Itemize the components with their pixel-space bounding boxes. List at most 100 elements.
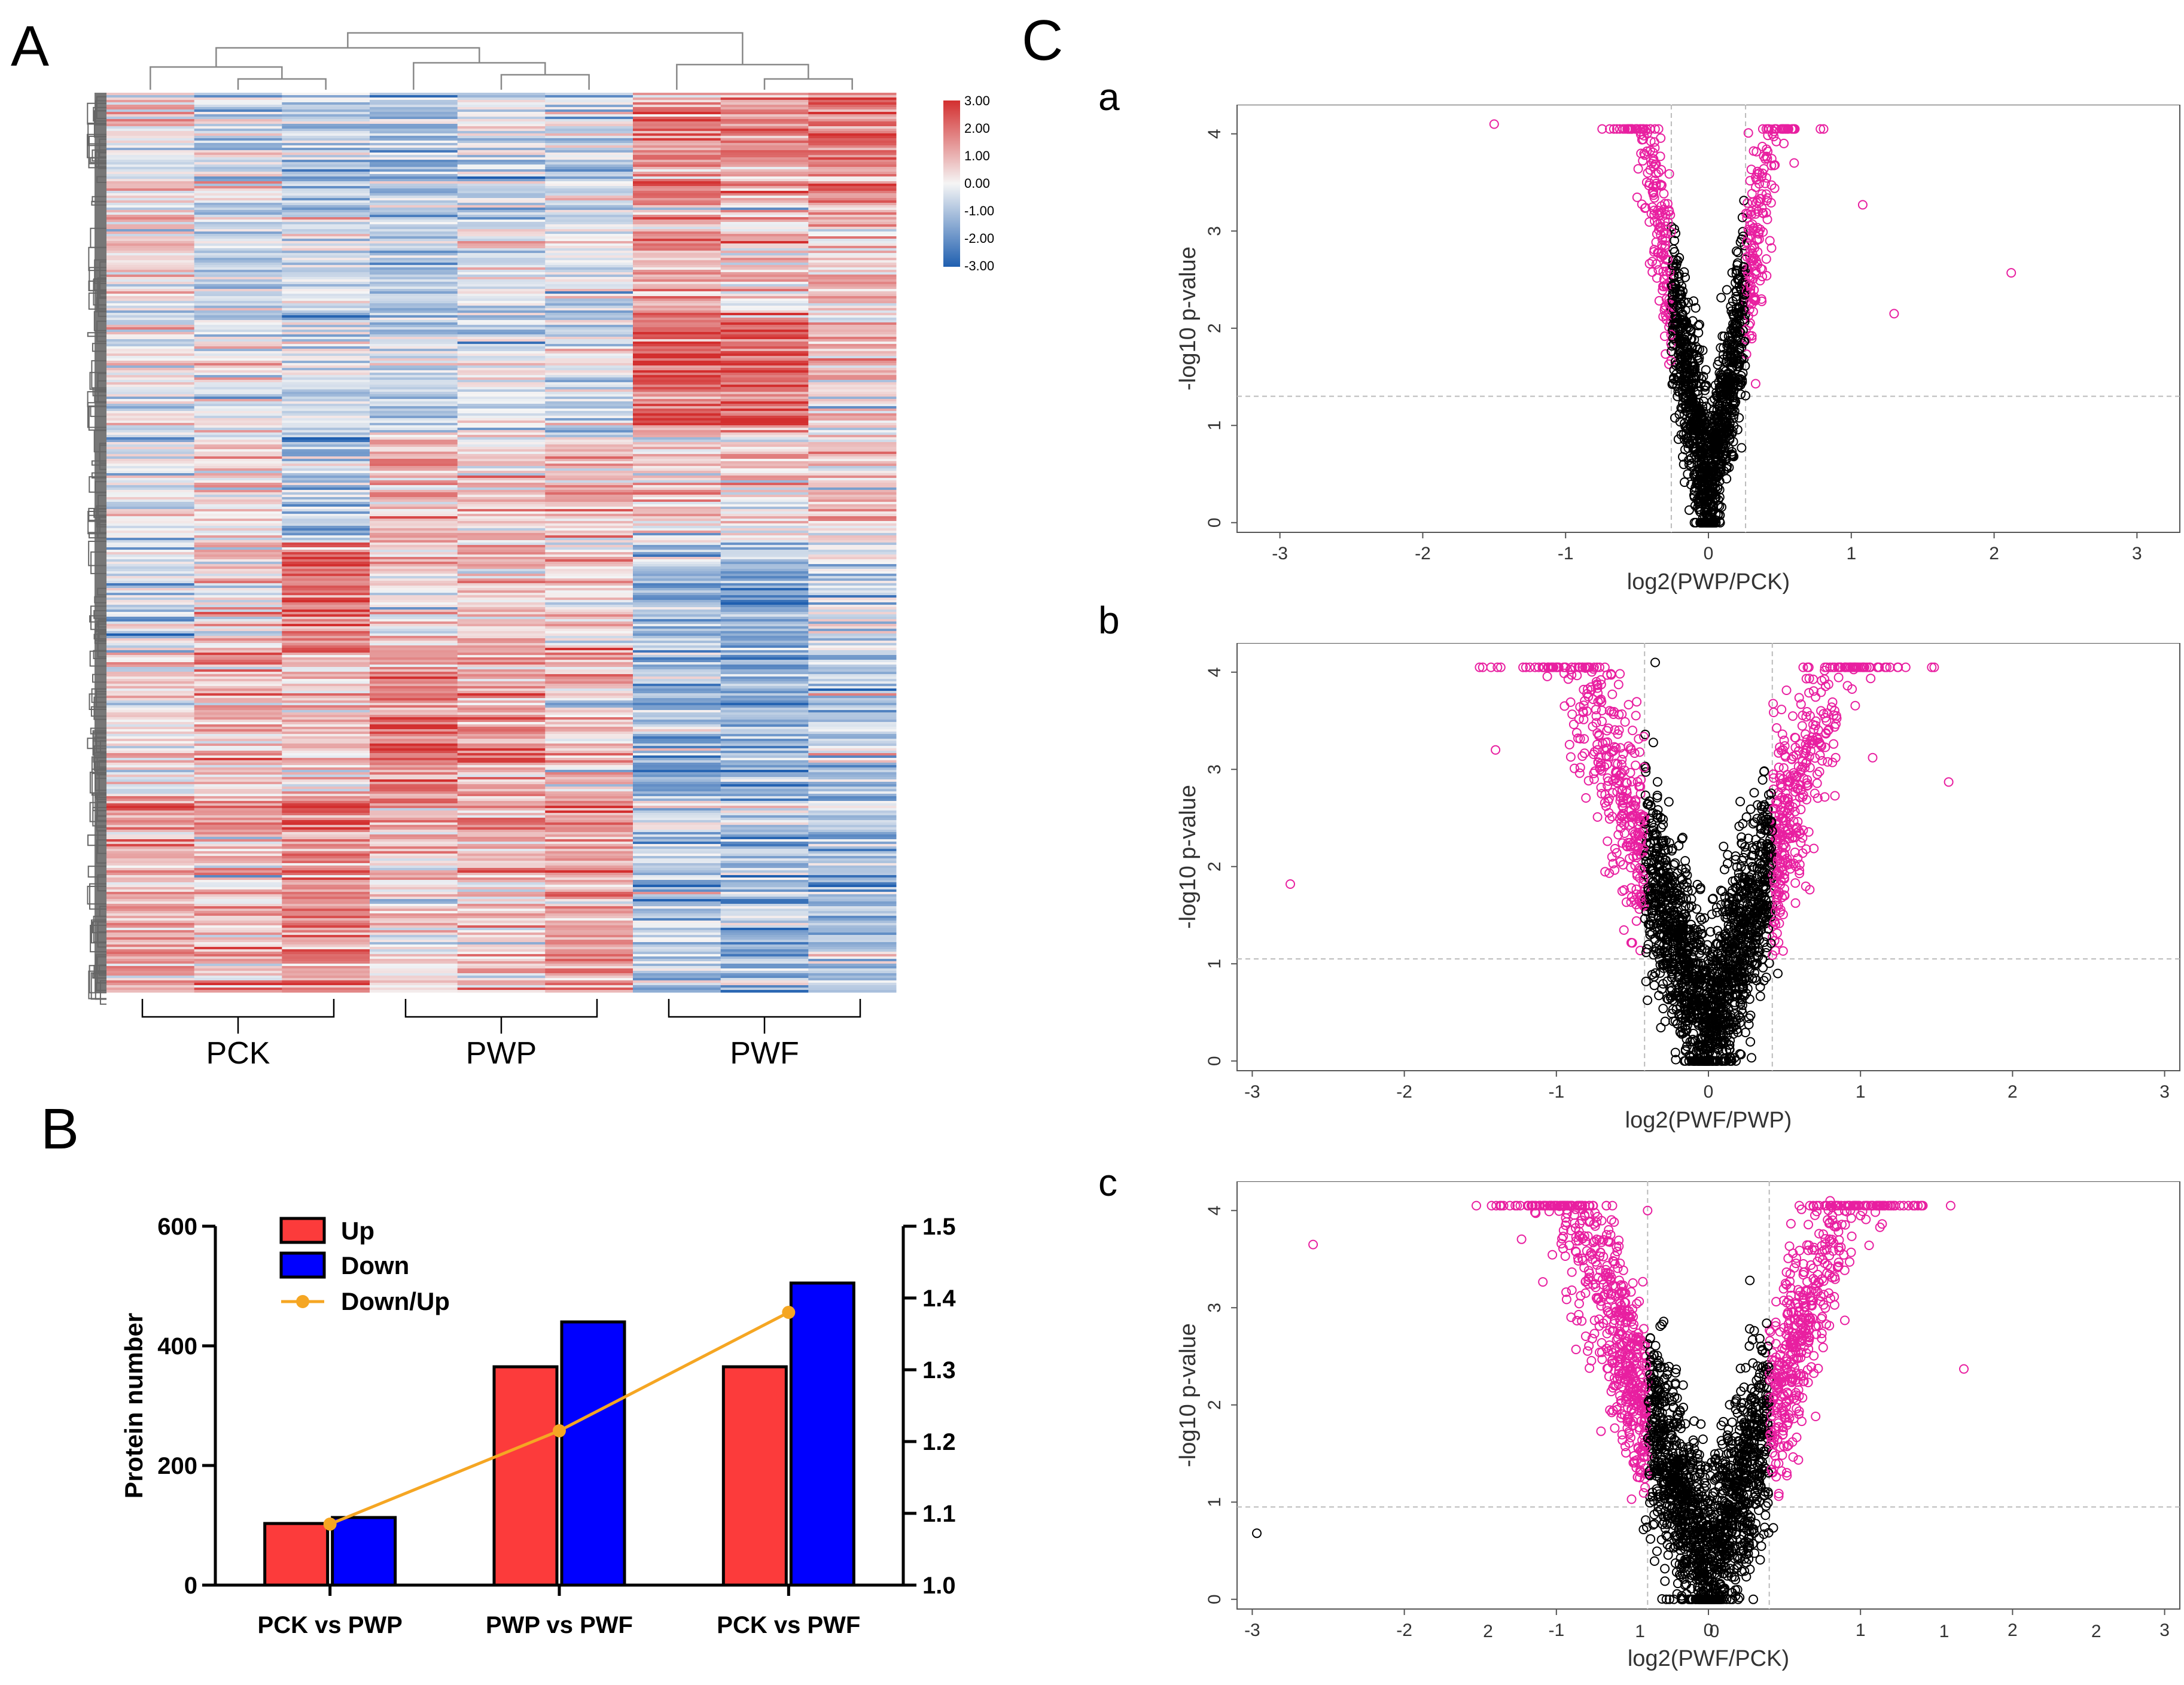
heatmap-row — [545, 255, 633, 258]
heatmap-row — [545, 667, 633, 670]
heatmap-row — [720, 880, 809, 883]
heatmap-row — [720, 392, 809, 395]
heatmap-row — [808, 516, 897, 519]
heatmap-row — [808, 327, 897, 330]
heatmap-row — [633, 636, 721, 639]
heatmap-row — [808, 387, 897, 390]
heatmap-row — [282, 681, 370, 684]
heatmap-row — [370, 562, 458, 565]
heatmap-row — [106, 827, 195, 830]
point-significant — [1762, 271, 1772, 281]
heatmap-row — [282, 648, 370, 651]
heatmap-row — [106, 782, 195, 785]
heatmap-row — [808, 772, 897, 775]
heatmap-row — [106, 959, 195, 962]
heatmap-row — [282, 287, 370, 290]
heatmap-row — [545, 547, 633, 550]
heatmap-row — [457, 631, 546, 634]
heatmap-row — [808, 698, 897, 701]
heatmap-row — [720, 863, 809, 866]
heatmap-row — [106, 243, 195, 246]
heatmap-row — [194, 251, 282, 254]
heatmap-row — [633, 248, 721, 251]
heatmap-row — [106, 382, 195, 385]
heatmap-row — [545, 330, 633, 333]
heatmap-row — [457, 275, 546, 278]
heatmap-row — [370, 693, 458, 696]
heatmap-row — [808, 265, 897, 268]
heatmap-row — [633, 117, 721, 120]
heatmap-row — [720, 610, 809, 613]
heatmap-row — [106, 153, 195, 156]
heatmap-row — [106, 511, 195, 514]
heatmap-row — [808, 361, 897, 364]
group-label-pwp: PWP — [466, 1036, 537, 1071]
y2-tick-label: 1.0 — [922, 1573, 956, 1599]
heatmap-row — [282, 602, 370, 605]
heatmap-row — [720, 413, 809, 416]
heatmap-row — [194, 413, 282, 416]
heatmap-row — [106, 913, 195, 916]
heatmap-row — [545, 224, 633, 227]
heatmap-row — [808, 918, 897, 921]
heatmap-row — [106, 251, 195, 254]
heatmap-row — [457, 770, 546, 773]
heatmap-row — [106, 839, 195, 842]
heatmap-row — [633, 973, 721, 976]
heatmap-row — [545, 480, 633, 483]
heatmap-row — [194, 531, 282, 534]
heatmap-row — [633, 174, 721, 177]
heatmap-row — [106, 641, 195, 644]
heatmap-row — [633, 949, 721, 952]
heatmap-row — [106, 507, 195, 510]
heatmap-row — [633, 758, 721, 761]
heatmap-row — [808, 983, 897, 986]
dendrogram-branch — [89, 883, 106, 910]
heatmap-row — [282, 904, 370, 907]
heatmap-row — [194, 485, 282, 488]
heatmap-row — [633, 576, 721, 579]
heatmap-row — [720, 612, 809, 615]
point-significant — [1750, 379, 1760, 389]
heatmap-row — [194, 684, 282, 687]
heatmap-row — [106, 476, 195, 479]
heatmap-row — [370, 648, 458, 651]
point-significant — [1597, 124, 1607, 134]
heatmap-row — [282, 444, 370, 447]
heatmap-row — [282, 566, 370, 569]
heatmap-row — [633, 121, 721, 124]
heatmap-row — [720, 925, 809, 928]
heatmap-chart: PCK PWP PWF 3.00 2.00 1.00 0.00 -1.00 -2… — [87, 32, 994, 1071]
heatmap-row — [808, 188, 897, 191]
heatmap-row — [808, 464, 897, 467]
heatmap-row — [282, 375, 370, 378]
heatmap-row — [545, 578, 633, 581]
point-significant — [1664, 169, 1674, 179]
heatmap-row — [106, 210, 195, 213]
heatmap-row — [282, 839, 370, 842]
heatmap-row — [633, 368, 721, 371]
heatmap-row — [720, 411, 809, 414]
heatmap-row — [194, 279, 282, 282]
heatmap-row — [194, 913, 282, 916]
heatmap-row — [370, 392, 458, 395]
heatmap-row — [370, 964, 458, 967]
heatmap-row — [106, 255, 195, 258]
heatmap-row — [106, 660, 195, 663]
heatmap-row — [720, 102, 809, 105]
heatmap-row — [370, 112, 458, 115]
heatmap-row — [808, 339, 897, 342]
heatmap-row — [633, 863, 721, 866]
heatmap-row — [194, 330, 282, 333]
heatmap-row — [457, 95, 546, 98]
heatmap-row — [720, 145, 809, 148]
heatmap-row — [633, 806, 721, 809]
heatmap-row — [282, 930, 370, 933]
heatmap-row — [545, 282, 633, 285]
heatmap-row — [282, 528, 370, 531]
heatmap-row — [370, 717, 458, 720]
heatmap-row — [633, 753, 721, 756]
heatmap-row — [720, 478, 809, 481]
heatmap-row — [808, 528, 897, 531]
heatmap-row — [106, 916, 195, 919]
